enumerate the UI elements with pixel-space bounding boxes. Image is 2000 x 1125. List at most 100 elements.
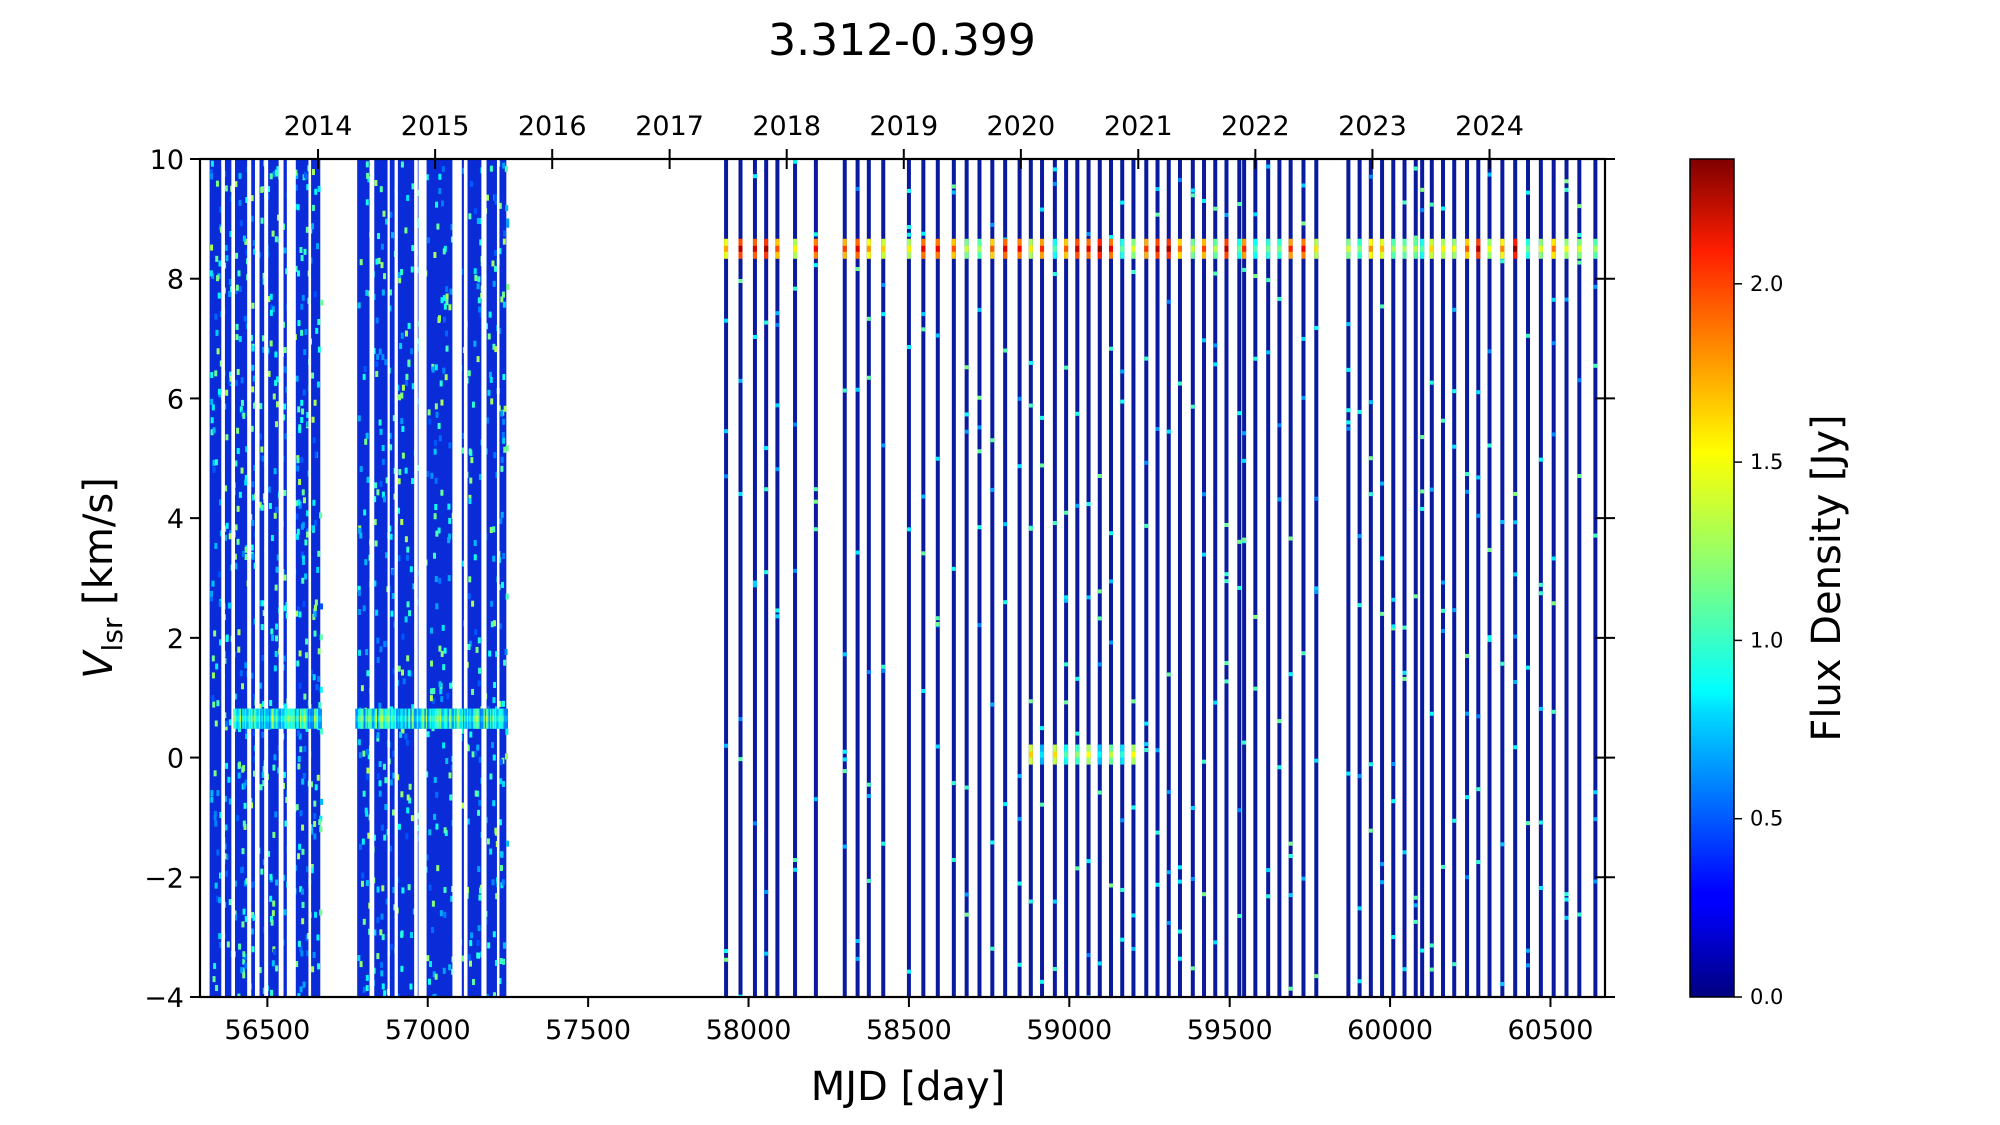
flux-speckle xyxy=(317,346,321,353)
flux-speckle xyxy=(466,818,470,825)
flux-speckle xyxy=(397,555,401,562)
flux-speckle xyxy=(1177,865,1182,870)
flux-speckle xyxy=(477,297,481,304)
flux-speckle xyxy=(383,990,387,997)
flux-speckle xyxy=(225,762,229,769)
flux-speckle xyxy=(251,386,255,393)
flux-speckle xyxy=(224,724,228,731)
flux-speckle xyxy=(244,662,248,669)
flux-speckle xyxy=(1242,431,1247,436)
y-tick-label: 4 xyxy=(167,504,184,535)
flux-speckle xyxy=(1465,472,1470,477)
epoch-spectrum xyxy=(1452,159,1457,997)
flux-speckle xyxy=(402,678,406,685)
flux-speckle xyxy=(1380,556,1385,561)
flux-speckle xyxy=(271,960,275,967)
epoch-spectrum xyxy=(1429,159,1434,997)
flux-speckle xyxy=(297,853,301,860)
flux-speckle xyxy=(306,866,310,873)
flux-speckle xyxy=(401,887,405,894)
flux-speckle xyxy=(487,333,491,340)
flux-speckle xyxy=(296,457,300,464)
flux-speckle xyxy=(1441,418,1446,423)
flux-speckle xyxy=(390,610,394,617)
flux-speckle xyxy=(233,914,237,921)
flux-speckle xyxy=(366,767,370,774)
epoch-spectrum xyxy=(1166,159,1171,997)
epoch-spectrum xyxy=(1487,159,1492,997)
flux-speckle xyxy=(269,895,273,902)
flux-speckle xyxy=(400,269,404,276)
flux-speckle xyxy=(389,533,393,540)
flux-speckle xyxy=(921,312,926,317)
flux-speckle xyxy=(1593,284,1598,289)
flux-speckle xyxy=(400,332,404,339)
flux-speckle xyxy=(1500,981,1505,986)
flux-speckle xyxy=(1380,611,1385,616)
flux-speckle xyxy=(474,750,478,757)
flux-speckle xyxy=(473,208,477,215)
flux-speckle xyxy=(477,637,481,644)
flux-speckle xyxy=(964,785,969,790)
flux-speckle xyxy=(473,268,477,275)
maser-feature-peak xyxy=(1301,245,1306,252)
maser-feature-peak xyxy=(1213,245,1218,252)
flux-speckle xyxy=(1017,816,1022,821)
flux-speckle xyxy=(505,593,509,600)
flux-speckle xyxy=(224,824,228,831)
flux-speckle xyxy=(738,717,743,722)
flux-speckle xyxy=(1166,299,1171,304)
flux-speckle xyxy=(435,530,439,537)
flux-speckle xyxy=(466,745,470,752)
flux-speckle xyxy=(502,942,506,949)
epoch-spectrum xyxy=(1131,159,1136,997)
flux-speckle xyxy=(362,750,366,757)
flux-speckle xyxy=(396,993,400,997)
flux-speckle xyxy=(380,913,384,920)
flux-speckle xyxy=(1120,818,1125,823)
flux-speckle xyxy=(384,640,388,647)
flux-speckle xyxy=(1487,172,1492,177)
flux-speckle xyxy=(1391,597,1396,602)
flux-speckle xyxy=(842,388,847,393)
flux-speckle xyxy=(318,819,322,826)
flux-speckle xyxy=(251,519,255,526)
flux-speckle xyxy=(1513,745,1518,750)
flux-speckle xyxy=(377,257,381,264)
flux-speckle xyxy=(283,489,287,496)
flux-speckle xyxy=(274,236,278,243)
maser-feature-peak xyxy=(1064,245,1069,252)
flux-speckle xyxy=(301,577,305,584)
flux-speckle xyxy=(503,405,507,412)
flux-speckle xyxy=(404,227,408,234)
flux-speckle xyxy=(298,733,302,740)
flux-speckle xyxy=(210,590,214,597)
flux-speckle xyxy=(433,448,437,455)
flux-speckle xyxy=(492,800,496,807)
flux-speckle xyxy=(242,972,246,979)
flux-speckle xyxy=(1413,903,1418,908)
flux-speckle xyxy=(478,756,482,763)
flux-speckle xyxy=(813,797,818,802)
flux-speckle xyxy=(319,512,323,519)
flux-speckle xyxy=(311,204,315,211)
flux-speckle xyxy=(314,188,318,195)
flux-speckle xyxy=(244,915,248,922)
flux-speckle xyxy=(440,399,444,406)
flux-speckle xyxy=(400,392,404,399)
flux-speckle xyxy=(213,814,217,821)
flux-speckle xyxy=(229,230,233,237)
flux-speckle xyxy=(1277,296,1282,301)
flux-speckle xyxy=(1577,233,1582,238)
flux-speckle xyxy=(449,682,453,689)
flux-speckle xyxy=(1086,595,1091,600)
flux-speckle xyxy=(1064,595,1069,600)
maser-feature-peak xyxy=(1441,245,1446,252)
maser-feature-peak xyxy=(1155,245,1160,252)
flux-speckle xyxy=(312,437,316,444)
flux-speckle xyxy=(429,961,433,968)
epoch-spectrum xyxy=(1177,159,1182,997)
maser-feature-peak xyxy=(1368,245,1373,252)
flux-speckle xyxy=(385,477,389,484)
flux-speckle xyxy=(365,810,369,817)
